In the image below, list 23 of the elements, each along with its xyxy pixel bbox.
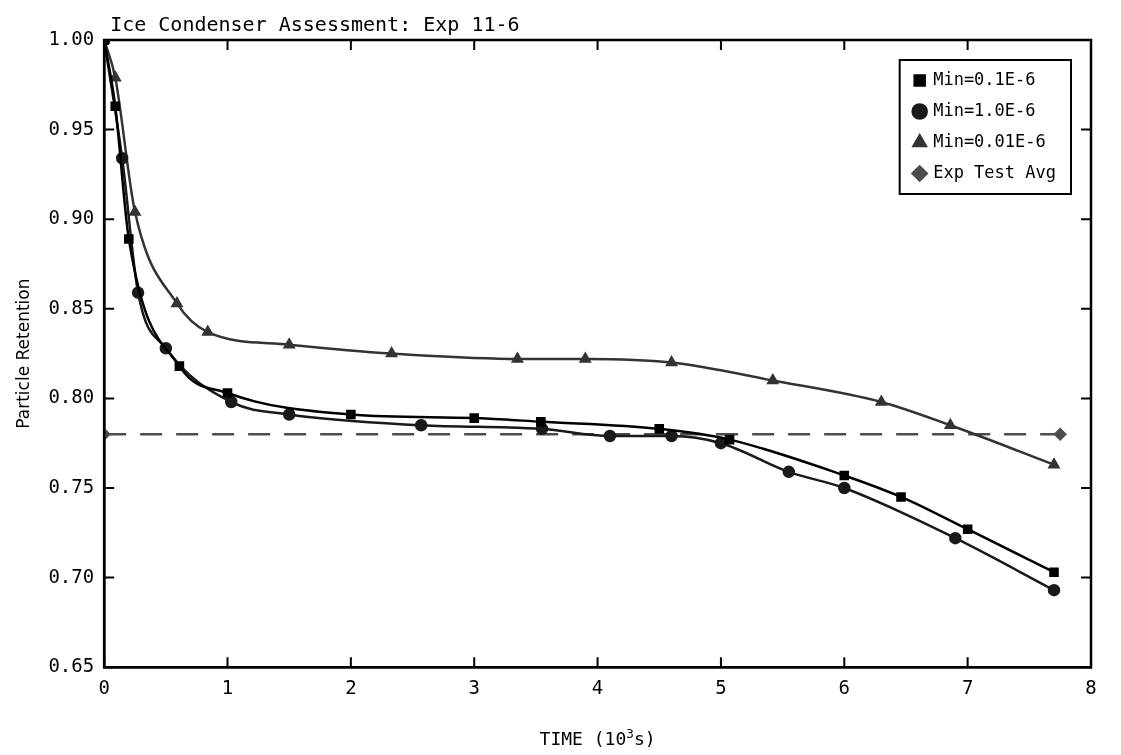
y-tick-label: 0.70 xyxy=(48,564,95,587)
x-tick-label: 2 xyxy=(345,675,357,698)
x-tick-label: 0 xyxy=(98,675,110,698)
x-tick-label: 1 xyxy=(221,675,234,698)
x-tick-label: 4 xyxy=(591,675,604,698)
x-tick-label: 3 xyxy=(468,675,480,698)
y-tick-label: 1.00 xyxy=(48,26,95,49)
y-tick-label: 0.90 xyxy=(48,206,95,229)
y-tick-label: 0.75 xyxy=(48,474,95,497)
x-tick-label: 6 xyxy=(838,675,851,698)
x-tick-label: 5 xyxy=(715,675,727,698)
y-tick-label: 0.65 xyxy=(48,654,95,677)
x-tick-label: 8 xyxy=(1085,675,1097,698)
legend-label: Min=0.1E-6 xyxy=(933,68,1036,89)
legend-label: Min=0.01E-6 xyxy=(933,130,1046,151)
x-tick-label: 7 xyxy=(961,675,974,698)
legend-label: Exp Test Avg xyxy=(933,161,1057,182)
y-axis-title: Particle Retention xyxy=(12,278,33,429)
y-tick-label: 0.95 xyxy=(48,116,95,139)
y-tick-label: 0.80 xyxy=(48,385,95,408)
legend-label: Min=1.0E-6 xyxy=(933,99,1036,120)
y-tick-label: 0.85 xyxy=(48,295,95,318)
chart-title: Ice Condenser Assessment: Exp 11-6 xyxy=(110,12,520,37)
